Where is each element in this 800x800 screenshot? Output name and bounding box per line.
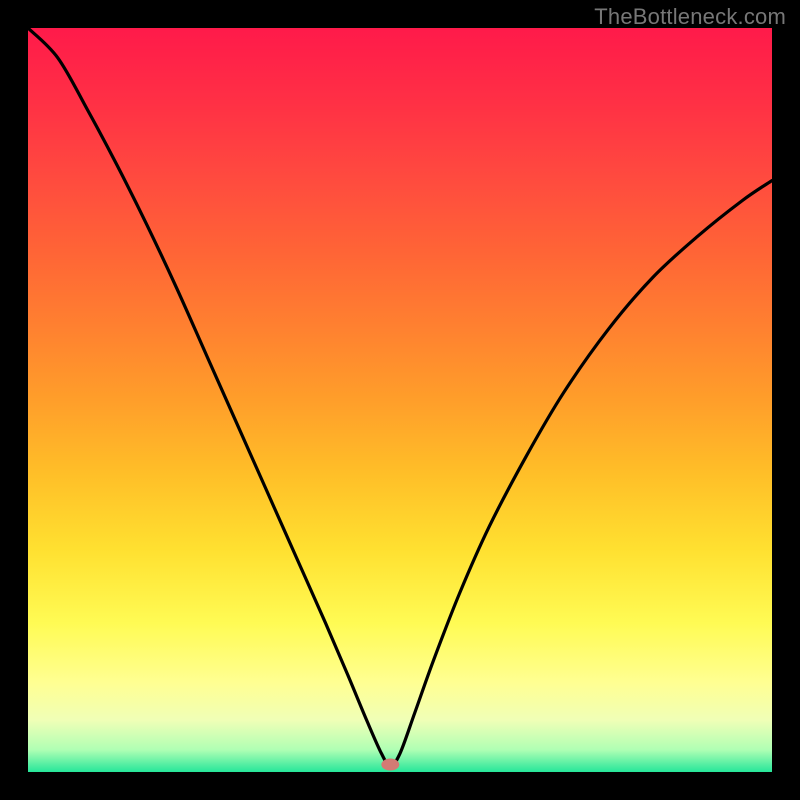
optimal-point-marker: [381, 759, 399, 771]
plot-area: [28, 28, 772, 772]
chart-container: TheBottleneck.com: [0, 0, 800, 800]
bottleneck-chart: [0, 0, 800, 800]
watermark-text: TheBottleneck.com: [594, 4, 786, 30]
